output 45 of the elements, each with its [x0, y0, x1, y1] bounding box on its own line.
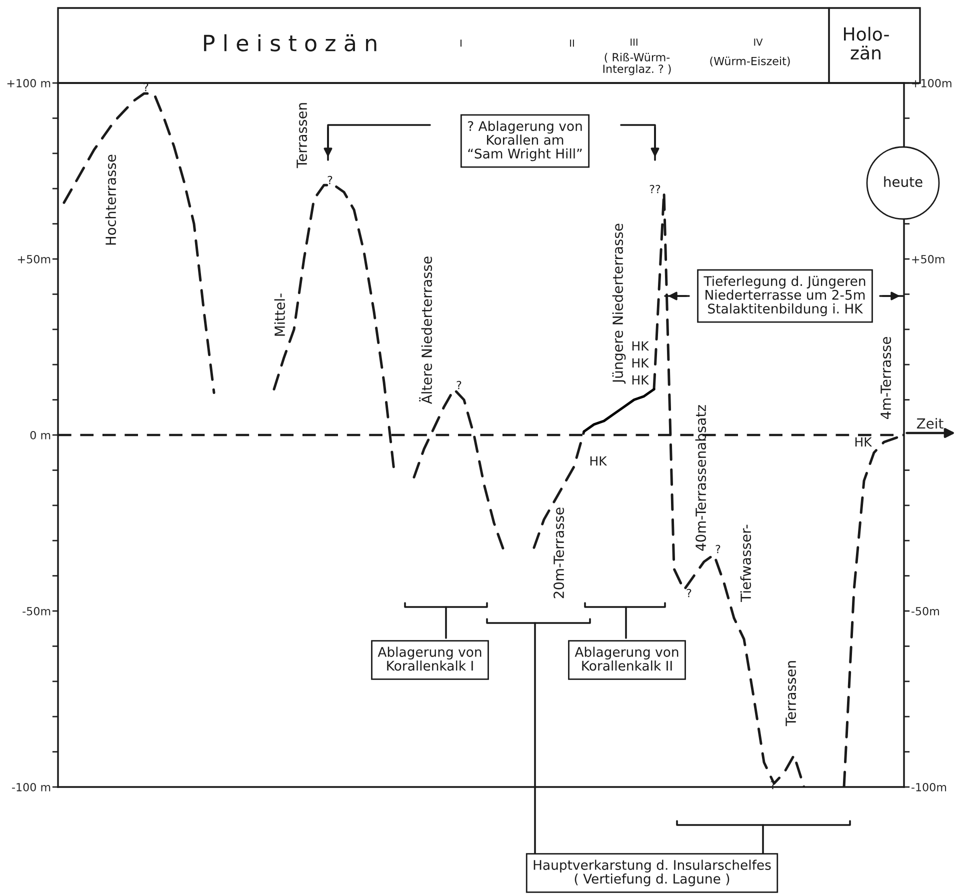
line-series [582, 388, 656, 433]
annotation: ? [456, 380, 462, 390]
text: ( Riß-Würm- Interglaz. ? ) [603, 52, 671, 76]
text: III [630, 38, 638, 46]
annotation: 4m-Terrasse [880, 336, 892, 420]
annotation: ? Ablagerung von Korallen am “Sam Wright Hill” [468, 120, 582, 162]
y2-tick-label: +100m [912, 78, 952, 88]
annotation: HK [632, 358, 650, 368]
annotation: Terrassen [296, 103, 308, 168]
annotation: ? [686, 588, 692, 598]
y2-tick-label: +50m [912, 254, 944, 264]
y-tick-label: +100 m [7, 78, 50, 88]
y-tick-label: -50m [22, 606, 50, 616]
annotation: Jüngere Niederterrasse [612, 224, 626, 384]
annotation: Terrassen [786, 661, 796, 726]
text: I [460, 40, 462, 47]
y-tick-label: -100 m [12, 782, 50, 792]
y2-tick-label: -50m [911, 606, 939, 616]
annotation: HK [632, 375, 650, 384]
annotation: Mittel- [274, 294, 286, 336]
annotation: HK [590, 456, 608, 466]
annotation: Tiefwasser- [740, 524, 752, 602]
annotation: heute [884, 176, 922, 188]
text: Hauptverkarstung d. Insularschelfes ( Vertiefung d. Lagune ) [534, 860, 771, 886]
annotation: Ablagerung von Korallenkalk II [574, 646, 678, 671]
annotation: 20m-Terrasse [554, 508, 564, 598]
annotation: Tieferlegung d. Jüngeren Niederterrasse um 2-5m Stalaktitenbildung i. HK [704, 276, 866, 316]
text: II [570, 40, 574, 47]
annotation: ? [716, 544, 720, 554]
y-tick-label: 0 m [30, 430, 50, 440]
text: (Würm-Eiszeit) [710, 56, 790, 67]
annotation: Ältere Niederterrasse [419, 256, 432, 404]
annotation: ?? [650, 184, 660, 194]
y2-tick-label: -100m [911, 782, 946, 792]
annotation: Hochterrasse [105, 154, 116, 245]
y-tick-label: +50m [18, 254, 50, 264]
text: IV [754, 38, 763, 46]
text: Holo- zän [844, 26, 889, 60]
text: P l e i s t o z ä n [204, 34, 376, 52]
x-axis-title: Zeit [916, 418, 944, 429]
annotation: ? [328, 176, 332, 184]
annotation: HK [855, 437, 872, 446]
annotation: HK [632, 341, 650, 350]
annotation: Ablagerung von Korallenkalk I [378, 646, 482, 671]
annotation: 40m-Terrassenabsatz [695, 405, 706, 551]
